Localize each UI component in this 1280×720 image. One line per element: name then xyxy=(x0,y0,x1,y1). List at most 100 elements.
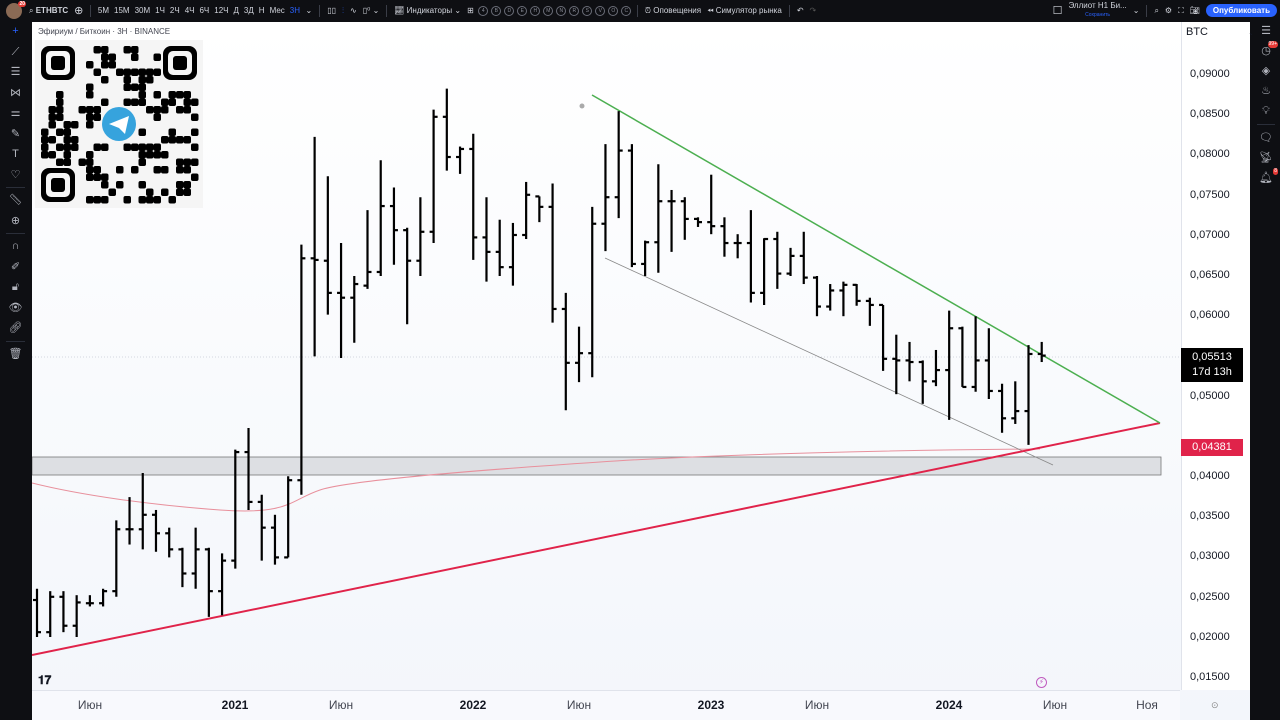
interval-2[interactable]: 30М xyxy=(134,6,151,15)
text-icon[interactable]: T xyxy=(12,148,19,160)
interval-1[interactable]: 15М xyxy=(114,6,130,15)
ohlc-bar xyxy=(971,316,980,392)
fib-icon[interactable]: ☰ xyxy=(10,66,21,78)
interval-11[interactable]: Мес xyxy=(269,6,285,15)
circle-button-10[interactable]: O xyxy=(608,6,619,16)
interval-4[interactable]: 2Ч xyxy=(169,6,180,15)
replay-button[interactable]: ⏪︎ Симулятор рынка xyxy=(707,6,782,16)
ohlc-bar xyxy=(535,195,544,223)
ohlc-bar xyxy=(442,88,451,171)
chart-legend[interactable]: Эфириум / Биткоин · 3Н · BINANCE xyxy=(38,27,170,36)
interval-7[interactable]: 12Ч xyxy=(214,6,229,15)
support-zone xyxy=(32,456,1162,476)
interval-8[interactable]: Д xyxy=(233,6,239,15)
fullscreen-icon[interactable]: ⛶ xyxy=(1178,5,1184,15)
symbol-search[interactable]: ⌕ ETHBTC xyxy=(29,6,68,16)
ohlc-bar xyxy=(998,383,1007,433)
circle-button-11[interactable]: C xyxy=(621,6,632,16)
notifications-icon[interactable]: 🔔︎ 8 xyxy=(1259,168,1278,184)
chevron-down-icon[interactable]: ⌄ xyxy=(305,6,313,15)
interval-6[interactable]: 6Ч xyxy=(199,6,210,15)
chart-pane[interactable]: 𝟏𝟕 ⚡︎ xyxy=(32,22,1250,720)
lock-drawing-icon[interactable]: ✐ xyxy=(10,260,21,273)
ruler-icon[interactable]: 📏︎ xyxy=(8,194,23,206)
chevron-down-icon[interactable]: ⌄ xyxy=(1132,6,1140,15)
interval-0[interactable]: 5М xyxy=(97,6,110,15)
circle-button-1[interactable]: B xyxy=(491,6,502,16)
price-chart[interactable] xyxy=(32,22,1250,720)
chart-type-icon[interactable]: ▯⁰ ⌄ xyxy=(362,6,380,15)
circle-button-3[interactable]: E xyxy=(517,6,528,16)
alerts-button[interactable]: ⏰︎ Оповещения xyxy=(645,6,701,16)
divider xyxy=(6,187,25,188)
interval-12[interactable]: 3Н xyxy=(289,6,301,15)
replay-marker-icon[interactable]: ⚡︎ xyxy=(1036,677,1047,688)
camera-icon[interactable]: 📷︎ xyxy=(1189,6,1200,15)
interval-3[interactable]: 1Ч xyxy=(155,6,165,15)
circle-button-2[interactable]: D xyxy=(504,6,515,16)
templates-icon[interactable]: ⊞ xyxy=(467,6,474,15)
rewind-icon: ⏪︎ xyxy=(707,5,714,15)
layers-icon[interactable]: ◈ xyxy=(1261,65,1271,77)
price-tick: 0,05000 xyxy=(1190,389,1230,402)
chat-icon[interactable]: 🗨︎ xyxy=(1259,132,1273,144)
indicators-button[interactable]: 📈︎ Индикаторы ⌄ xyxy=(394,6,462,15)
circle-button-0[interactable]: 4 xyxy=(478,6,489,16)
ohlc-bar xyxy=(151,509,160,552)
circle-button-6[interactable]: N xyxy=(556,6,567,16)
signals-icon[interactable]: 📡︎ xyxy=(1259,152,1273,164)
quick-search-icon[interactable]: ⌕ xyxy=(1154,5,1159,15)
crosshair-icon[interactable]: + xyxy=(12,25,19,37)
time-tick: Июн xyxy=(566,698,592,712)
axis-settings-icon[interactable]: ⊙ xyxy=(1211,700,1219,710)
price-tick: 0,04000 xyxy=(1190,470,1230,482)
hotlist-icon[interactable]: ♨ xyxy=(1261,85,1271,97)
currency-selector[interactable]: BTC⌄ xyxy=(1186,26,1255,38)
candles-icon[interactable]: ▯▯ xyxy=(327,6,337,15)
brush-icon[interactable]: ✎ xyxy=(10,127,21,140)
ideas-icon[interactable]: ◷ 99+ xyxy=(1261,41,1278,57)
lock-icon[interactable]: 🔓︎ xyxy=(11,281,20,293)
publish-button[interactable]: Опубликовать xyxy=(1205,4,1277,17)
ohlc-bar xyxy=(1024,345,1033,445)
interval-list: 5М 15М 30М 1Ч 2Ч 4Ч 6Ч 12Ч Д 3Д Н Мес 3Н xyxy=(95,6,302,15)
circle-button-4[interactable]: H xyxy=(530,6,541,16)
circle-button-7[interactable]: R xyxy=(569,6,580,16)
zoom-in-icon[interactable]: ⊕ xyxy=(10,214,21,227)
line-icon[interactable]: ∿ xyxy=(350,6,357,15)
layout-menu[interactable]: Эллиот Н1 Би... Сохранить xyxy=(1068,2,1126,19)
ohlc-bar xyxy=(641,240,650,276)
ohlc-bar xyxy=(429,109,438,244)
avatar[interactable]: 20 xyxy=(6,0,26,19)
redo-icon[interactable]: ↷ xyxy=(809,6,817,15)
bars-icon[interactable]: ⫶ xyxy=(342,5,345,15)
settings-icon[interactable]: ⚙︎ xyxy=(1164,6,1173,15)
interval-5[interactable]: 4Ч xyxy=(184,6,195,15)
price-tick: 0,02500 xyxy=(1190,590,1230,603)
eye-icon[interactable]: 👁︎ xyxy=(8,301,23,314)
currency-label: BTC xyxy=(1186,26,1208,38)
bar-countdown: 17d 13h xyxy=(1192,366,1232,378)
circle-button-5[interactable]: M xyxy=(543,6,554,16)
heart-icon[interactable]: ♡ xyxy=(10,168,21,181)
magnet-icon[interactable]: ∩ xyxy=(11,240,20,252)
circle-button-8[interactable]: S xyxy=(582,6,593,16)
watchlist-icon[interactable]: ☰ xyxy=(1261,25,1271,37)
prediction-icon[interactable]: ⚌ xyxy=(10,107,21,119)
trash-icon[interactable]: 🗑︎ xyxy=(8,347,23,360)
time-axis[interactable]: Июн 2021 Июн 2022 Июн 2023 Июн 2024 Июн Ноя xyxy=(32,690,1180,720)
support-trendline xyxy=(32,422,1161,656)
layout-square-icon[interactable]: ☐ xyxy=(1052,5,1063,17)
circle-button-9[interactable]: V xyxy=(595,6,606,16)
interval-9[interactable]: 3Д xyxy=(243,6,254,15)
trend-line-icon[interactable]: ⟋ xyxy=(11,45,20,58)
interval-10[interactable]: Н xyxy=(258,6,265,15)
link-icon[interactable]: 🔗︎ xyxy=(8,322,23,334)
save-status[interactable]: Сохранить xyxy=(1085,12,1111,18)
alerts-badge: 8 xyxy=(1273,168,1278,175)
pattern-icon[interactable]: ⋈ xyxy=(10,86,21,99)
undo-icon[interactable]: ↶ xyxy=(796,6,804,15)
price-tick: 0,01500 xyxy=(1190,671,1230,683)
lightbulb-icon[interactable]: 💡︎ xyxy=(1262,105,1270,117)
compare-add-icon[interactable]: ⊕ xyxy=(74,5,84,17)
